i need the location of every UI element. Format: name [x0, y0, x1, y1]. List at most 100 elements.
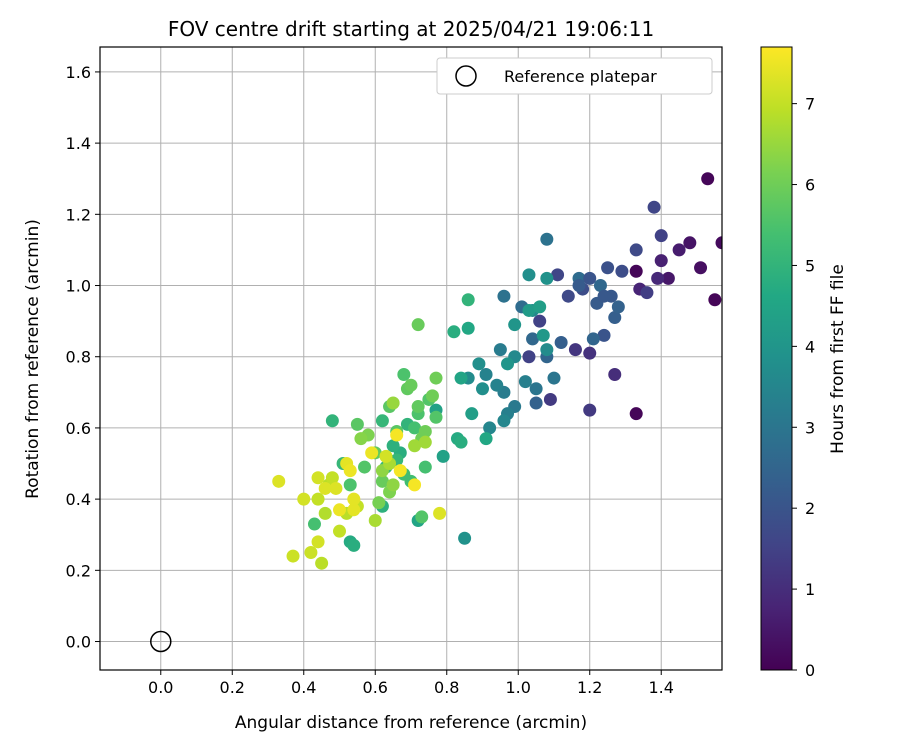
scatter-point [411, 318, 425, 332]
scatter-point [447, 325, 461, 339]
x-axis-label: Angular distance from reference (arcmin) [235, 713, 587, 733]
scatter-point [554, 335, 568, 349]
scatter-point [568, 343, 582, 357]
scatter-point [375, 474, 389, 488]
legend-marker-icon [455, 65, 477, 87]
scatter-point [601, 261, 615, 275]
x-tick-label: 1.2 [577, 678, 602, 697]
scatter-point [372, 496, 386, 510]
scatter-point [647, 200, 661, 214]
scatter-point [529, 396, 543, 410]
colorbar-label: Hours from first FF file [828, 264, 848, 454]
scatter-point [493, 343, 507, 357]
colorbar-tick-label: 7 [805, 95, 815, 114]
scatter-point [533, 300, 547, 314]
scatter-point [325, 414, 339, 428]
scatter-point [408, 421, 422, 435]
scatter-point [608, 368, 622, 382]
scatter-point [615, 264, 629, 278]
scatter-point [522, 303, 536, 317]
scatter-point [522, 268, 536, 282]
scatter-point [540, 232, 554, 246]
scatter-point [375, 414, 389, 428]
scatter-point [611, 300, 625, 314]
scatter-point [425, 389, 439, 403]
scatter-point [272, 474, 286, 488]
scatter-point [329, 481, 343, 495]
x-axis-ticks: 0.0 0.2 0.4 0.6 0.8 1.0 1.2 1.4 [148, 670, 674, 697]
scatter-point [608, 311, 622, 325]
scatter-point [472, 357, 486, 371]
scatter-point [343, 464, 357, 478]
scatter-point [629, 264, 643, 278]
scatter-point [501, 357, 515, 371]
y-tick-label: 1.2 [66, 205, 91, 224]
scatter-point [583, 403, 597, 417]
scatter-point [311, 492, 325, 506]
colorbar-tick-label: 5 [805, 256, 815, 275]
scatter-point [479, 368, 493, 382]
legend-box [436, 57, 713, 95]
x-tick-label: 0.0 [148, 678, 173, 697]
legend: Reference platepar [436, 57, 713, 95]
x-tick-label: 0.6 [363, 678, 388, 697]
scatter-point [490, 378, 504, 392]
scatter-point [354, 432, 368, 446]
scatter-point [347, 503, 361, 517]
scatter-point [429, 410, 443, 424]
scatter-point [333, 503, 347, 517]
plot-background [100, 47, 722, 670]
scatter-point [386, 396, 400, 410]
scatter-point [715, 236, 722, 250]
scatter-point [583, 271, 597, 285]
y-tick-label: 0.0 [66, 633, 91, 652]
scatter-point [418, 460, 432, 474]
y-tick-label: 0.8 [66, 348, 91, 367]
scatter-point [572, 279, 586, 293]
scatter-point [315, 556, 329, 570]
scatter-point [418, 424, 432, 438]
scatter-point [640, 286, 654, 300]
scatter-point [368, 513, 382, 527]
scatter-point [390, 428, 404, 442]
scatter-point [529, 382, 543, 396]
scatter-point [522, 350, 536, 364]
plot-frame [99, 46, 723, 671]
scatter-point [654, 254, 668, 268]
y-tick-label: 0.6 [66, 419, 91, 438]
scatter-point [497, 289, 511, 303]
plot-area: 0.0 0.2 0.4 0.6 0.8 1.0 1.2 1.4 0.0 0.2 0.4 0.6 0.8… [66, 46, 723, 697]
scatter-point [418, 435, 432, 449]
scatter-point [404, 378, 418, 392]
colorbar: 0 1 2 3 4 5 6 7 Hours from first FF file [760, 46, 848, 680]
scatter-point [297, 492, 311, 506]
scatter-point [318, 481, 332, 495]
scatter-point [597, 289, 611, 303]
scatter-point [593, 279, 607, 293]
scatter-point [551, 268, 565, 282]
scatter-point [483, 421, 497, 435]
scatter-point [694, 261, 708, 275]
scatter-point [307, 517, 321, 531]
scatter-point [508, 318, 522, 332]
reference-platepar-marker [150, 630, 172, 653]
colorbar-ticks: 0 1 2 3 4 5 6 7 [792, 95, 815, 680]
y-axis-label: Rotation from reference (arcmin) [23, 219, 43, 499]
x-tick-label: 0.2 [220, 678, 245, 697]
scatter-point [465, 407, 479, 421]
scatter-point [365, 446, 379, 460]
scatter-point [347, 538, 361, 552]
scatter-point [526, 332, 540, 346]
scatter-point [661, 271, 675, 285]
scatter-point [393, 464, 407, 478]
scatter-point [654, 229, 668, 243]
colorbar-tick-label: 3 [805, 418, 815, 437]
x-tick-label: 1.0 [506, 678, 531, 697]
scatter-point [701, 172, 715, 186]
scatter-point [433, 506, 447, 520]
y-tick-label: 0.4 [66, 490, 91, 509]
scatter-point [683, 236, 697, 250]
scatter-point [454, 435, 468, 449]
scatter-point [415, 510, 429, 524]
